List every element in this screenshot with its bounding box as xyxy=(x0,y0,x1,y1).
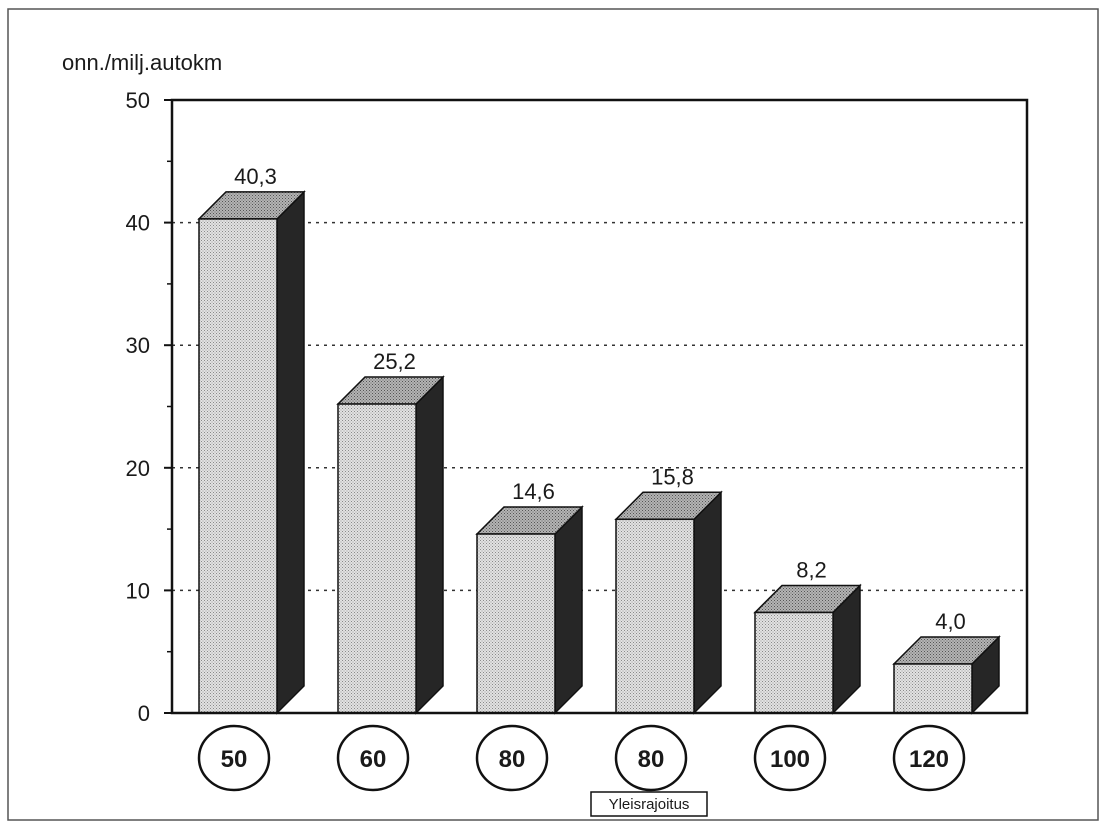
category-label: 50 xyxy=(199,726,269,790)
x-axis-title: Yleisrajoitus xyxy=(609,796,690,813)
bar-side xyxy=(277,192,304,713)
bar-side xyxy=(694,492,721,713)
bar xyxy=(616,492,721,713)
category-labels: 50 60 80 80 100 120 xyxy=(199,726,964,790)
data-label: 4,0 xyxy=(935,609,966,634)
y-tick-label: 30 xyxy=(126,333,150,358)
bar-front xyxy=(616,519,694,713)
bar xyxy=(199,192,304,713)
category-label: 120 xyxy=(894,726,964,790)
bar xyxy=(755,585,860,713)
category-text: 80 xyxy=(638,746,665,773)
category-text: 60 xyxy=(360,746,387,773)
data-label: 14,6 xyxy=(512,479,555,504)
y-tick-label: 50 xyxy=(126,88,150,113)
y-tick-label: 40 xyxy=(126,211,150,236)
category-label: 60 xyxy=(338,726,408,790)
data-label: 40,3 xyxy=(234,164,277,189)
category-text: 80 xyxy=(499,746,526,773)
y-tick-label: 20 xyxy=(126,456,150,481)
data-label: 15,8 xyxy=(651,464,694,489)
data-label: 25,2 xyxy=(373,349,416,374)
bar xyxy=(338,377,443,713)
bar-front xyxy=(755,612,833,713)
category-text: 120 xyxy=(909,746,949,773)
bar xyxy=(894,637,999,713)
bar-front xyxy=(894,664,972,713)
bar-front xyxy=(477,534,555,713)
bar-front xyxy=(199,219,277,713)
y-axis-ticks: 0 10 20 30 40 50 xyxy=(126,88,172,726)
bar xyxy=(477,507,582,713)
bar-side xyxy=(555,507,582,713)
y-axis-title: onn./milj.autokm xyxy=(62,50,222,75)
bars xyxy=(199,192,999,713)
y-tick-label: 0 xyxy=(138,701,150,726)
category-label: 80 xyxy=(477,726,547,790)
data-label: 8,2 xyxy=(796,557,827,582)
category-label: 100 xyxy=(755,726,825,790)
bar-side xyxy=(416,377,443,713)
category-text: 100 xyxy=(770,746,810,773)
y-tick-label: 10 xyxy=(126,578,150,603)
bar-front xyxy=(338,404,416,713)
category-label: 80 xyxy=(616,726,686,790)
category-text: 50 xyxy=(221,746,248,773)
